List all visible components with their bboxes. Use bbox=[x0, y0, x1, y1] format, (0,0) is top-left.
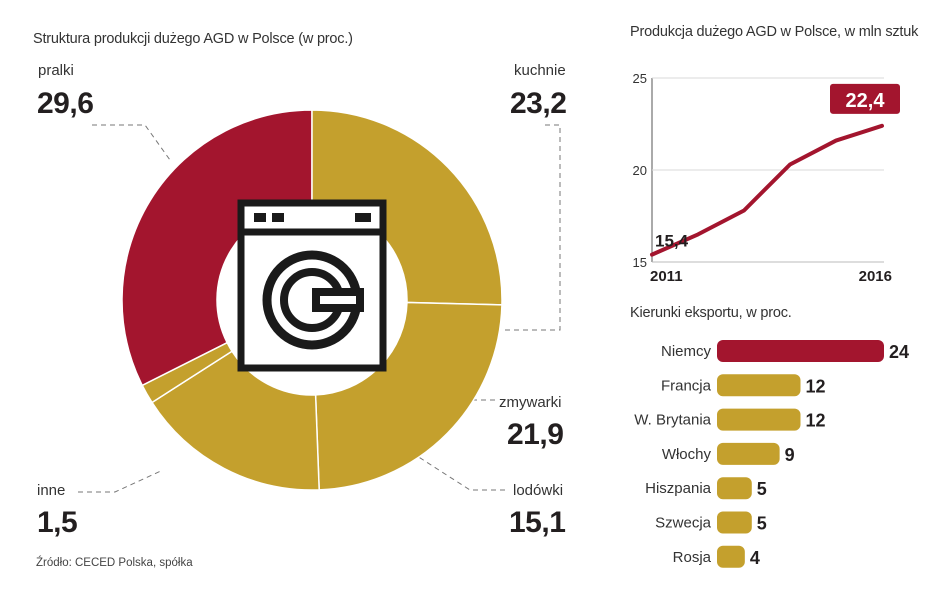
x-tick-2011: 2011 bbox=[650, 268, 683, 285]
donut-slice-zmywarki bbox=[314, 301, 503, 491]
bar-W. Brytania bbox=[717, 408, 801, 431]
bar-value-Szwecja: 5 bbox=[757, 514, 767, 534]
bar-label-Hiszpania: Hiszpania bbox=[645, 480, 712, 497]
bar-Hiszpania bbox=[717, 477, 752, 500]
donut-slice-lodówki bbox=[150, 350, 320, 491]
donut-value-zmywarki: 21,9 bbox=[507, 418, 564, 451]
bar-value-Rosja: 4 bbox=[750, 548, 760, 568]
y-tick-25: 25 bbox=[633, 71, 647, 86]
bar-label-W. Brytania: W. Brytania bbox=[634, 412, 711, 429]
washing-machine-icon bbox=[237, 199, 387, 372]
bar-value-Niemcy: 24 bbox=[889, 342, 909, 362]
y-tick-15: 15 bbox=[633, 255, 647, 270]
leader-inne bbox=[78, 469, 164, 493]
leader-pralki bbox=[92, 124, 171, 161]
bar-Niemcy bbox=[717, 340, 884, 362]
donut-value-kuchnie: 23,2 bbox=[510, 87, 567, 120]
leader-kuchnie bbox=[505, 124, 561, 331]
donut-value-lodowki: 15,1 bbox=[509, 506, 566, 539]
bar-Rosja bbox=[717, 545, 745, 568]
bar-Szwecja bbox=[717, 511, 752, 534]
donut-label-lodowki: lodówki bbox=[513, 482, 564, 499]
bar-value-Francja: 12 bbox=[806, 376, 826, 396]
bar-value-W. Brytania: 12 bbox=[806, 411, 826, 431]
bar-Włochy bbox=[717, 442, 780, 465]
donut-slice-inne bbox=[141, 341, 234, 404]
bar-title: Kierunki eksportu, w proc. bbox=[630, 305, 792, 321]
donut-label-zmywarki: zmywarki bbox=[499, 394, 562, 411]
production-line bbox=[650, 123, 884, 257]
line-title: Produkcja dużego AGD w Polsce, w mln szt… bbox=[630, 24, 919, 40]
donut-chart bbox=[78, 109, 561, 493]
bar-label-Francja: Francja bbox=[661, 377, 712, 394]
bar-chart: Niemcy 24 Francja 12 W. Brytania 12 Włochy 9 His… bbox=[634, 340, 909, 568]
bar-label-Rosja: Rosja bbox=[673, 549, 712, 566]
donut-title: Struktura produkcji dużego AGD w Polsce … bbox=[33, 31, 353, 47]
source-note: Źródło: CECED Polska, spółka bbox=[36, 557, 193, 569]
bar-Francja bbox=[717, 374, 801, 397]
bar-label-Niemcy: Niemcy bbox=[661, 343, 712, 360]
leader-lodowki bbox=[399, 444, 505, 491]
bar-value-Hiszpania: 5 bbox=[757, 479, 767, 499]
line-end-label: 22,4 bbox=[846, 90, 886, 112]
line-chart: 15 20 25 2011 2016 15,4 22,4 bbox=[633, 71, 900, 285]
donut-value-pralki: 29,6 bbox=[37, 87, 94, 120]
bar-value-Włochy: 9 bbox=[785, 445, 795, 465]
donut-value-inne: 1,5 bbox=[37, 506, 78, 539]
line-start-label: 15,4 bbox=[655, 232, 689, 251]
line-end-badge bbox=[830, 83, 900, 114]
donut-label-kuchnie: kuchnie bbox=[514, 62, 566, 79]
bar-label-Włochy: Włochy bbox=[662, 446, 712, 463]
donut-label-pralki: pralki bbox=[38, 62, 74, 79]
x-tick-2016: 2016 bbox=[859, 268, 892, 285]
y-tick-20: 20 bbox=[633, 163, 647, 178]
donut-slice-pralki bbox=[121, 109, 313, 387]
donut-label-inne: inne bbox=[37, 482, 66, 499]
bar-label-Szwecja: Szwecja bbox=[655, 515, 712, 532]
